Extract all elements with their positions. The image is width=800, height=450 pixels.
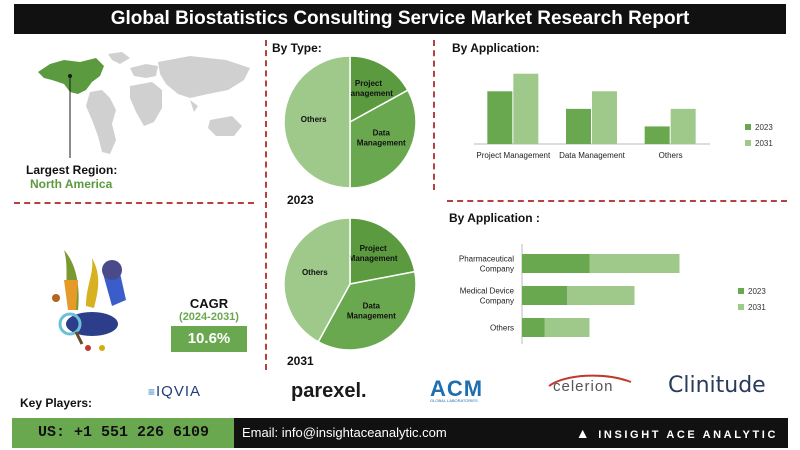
bar-medical-device-company-2023 [522,286,567,305]
y-tick-label-pharmaceutical-company: Pharmaceutical Company [459,255,514,274]
legend-swatch-2023 [745,124,751,130]
key-players-label: Key Players: [20,396,93,410]
bar-medical-device-company-2031 [567,286,635,305]
pie-slice-project-management [349,55,409,124]
pie-slice-data-management [349,89,417,189]
pie-chart-2031: Project Management Data Management Others [283,217,417,351]
cagr-value: 10.6% [171,326,247,352]
pie-label-data-management: Data Management [357,128,406,147]
pie-label-others: Others [302,268,328,277]
legend-label-2031: 2031 [748,303,766,312]
bar-pharmaceutical-company-2023 [522,254,590,273]
by-application-heading-top: By Application: [452,41,540,55]
legend-swatch-2031 [745,140,751,146]
separator-right-horizontal [447,200,787,202]
pie-slice-others [283,217,351,343]
legend-label-2023: 2023 [748,287,766,296]
legend-label-2031: 2031 [755,139,773,148]
pie-slice-project-management [349,217,416,285]
x-tick-label-others: Others [659,151,683,160]
acm-logo: ACM [430,376,484,401]
bar-others-2023 [644,126,670,144]
celerion-swoosh-icon [548,374,632,387]
cagr-label: CAGR [189,296,229,311]
bar-project-management-2023 [487,91,513,144]
iqvia-mark-icon: ≡ [148,385,157,399]
by-application-heading-bottom: By Application : [449,211,540,225]
y-tick-label-others: Others [490,324,514,333]
footer-brand: ▲ INSIGHT ACE ANALYTIC [575,425,778,441]
footer-phone: US: +1 551 226 6109 [12,418,234,448]
bar-data-management-2031 [592,91,617,144]
x-tick-label-data-management: Data Management [559,151,626,160]
acm-logo-subtitle: GLOBAL LABORATORIES [430,398,478,403]
bar-others-2023 [522,318,545,337]
pie-slice-data-management [317,270,417,351]
pie-label-project-management: Project Management [344,79,393,98]
bar-others-2031 [544,318,590,337]
x-tick-label-project-management: Project Management [476,151,551,160]
report-title: Global Biostatistics Consulting Service … [14,4,786,34]
application-bar-chart: Project Management Data Management Others 2… [474,73,773,160]
pie-2023-caption: 2023 [287,193,314,207]
bar-project-management-2031 [513,73,539,144]
largest-region-label: Largest Region: [26,163,118,177]
bar-pharmaceutical-company-2031 [589,254,680,273]
footer-email: Email: info@insightaceanalytic.com [242,425,447,440]
parexel-logo: parexel. [291,380,367,402]
legend-swatch-2031 [738,304,744,310]
bar-data-management-2023 [566,108,591,144]
pie-label-others: Others [301,115,327,124]
legend-label-2023: 2023 [755,123,773,132]
insightace-logo-icon: ▲ [575,425,593,441]
iqvia-logo: ≡IQVIA [148,383,202,400]
bar-others-2031 [670,108,696,144]
pie-chart-2023: Project Management Data Management Others [283,55,417,189]
world-map [38,52,250,158]
legend-swatch-2023 [738,288,744,294]
pie-label-project-management: Project Management [349,244,398,263]
y-tick-label-medical-device-company: Medical Device Company [460,287,515,306]
microscope-illustration-icon [52,250,126,351]
separator-left [265,40,267,370]
pie-slice-others [283,55,351,189]
separator-right [433,40,435,190]
celerion-logo: celerion [553,378,614,395]
largest-region-value: North America [30,177,113,191]
application-stacked-bar-chart: Pharmaceutical Company Medical Device Compa… [459,244,766,344]
footer-band: Email: info@insightaceanalytic.com ▲ INSI… [234,418,788,448]
pie-2031-caption: 2031 [287,354,314,368]
clinitude-logo: Clinitude [668,373,766,398]
by-type-heading: By Type: [272,41,322,55]
pie-label-data-management: Data Management [347,301,396,320]
separator-left-horizontal [14,202,254,204]
cagr-period: (2024-2031) [179,311,239,323]
